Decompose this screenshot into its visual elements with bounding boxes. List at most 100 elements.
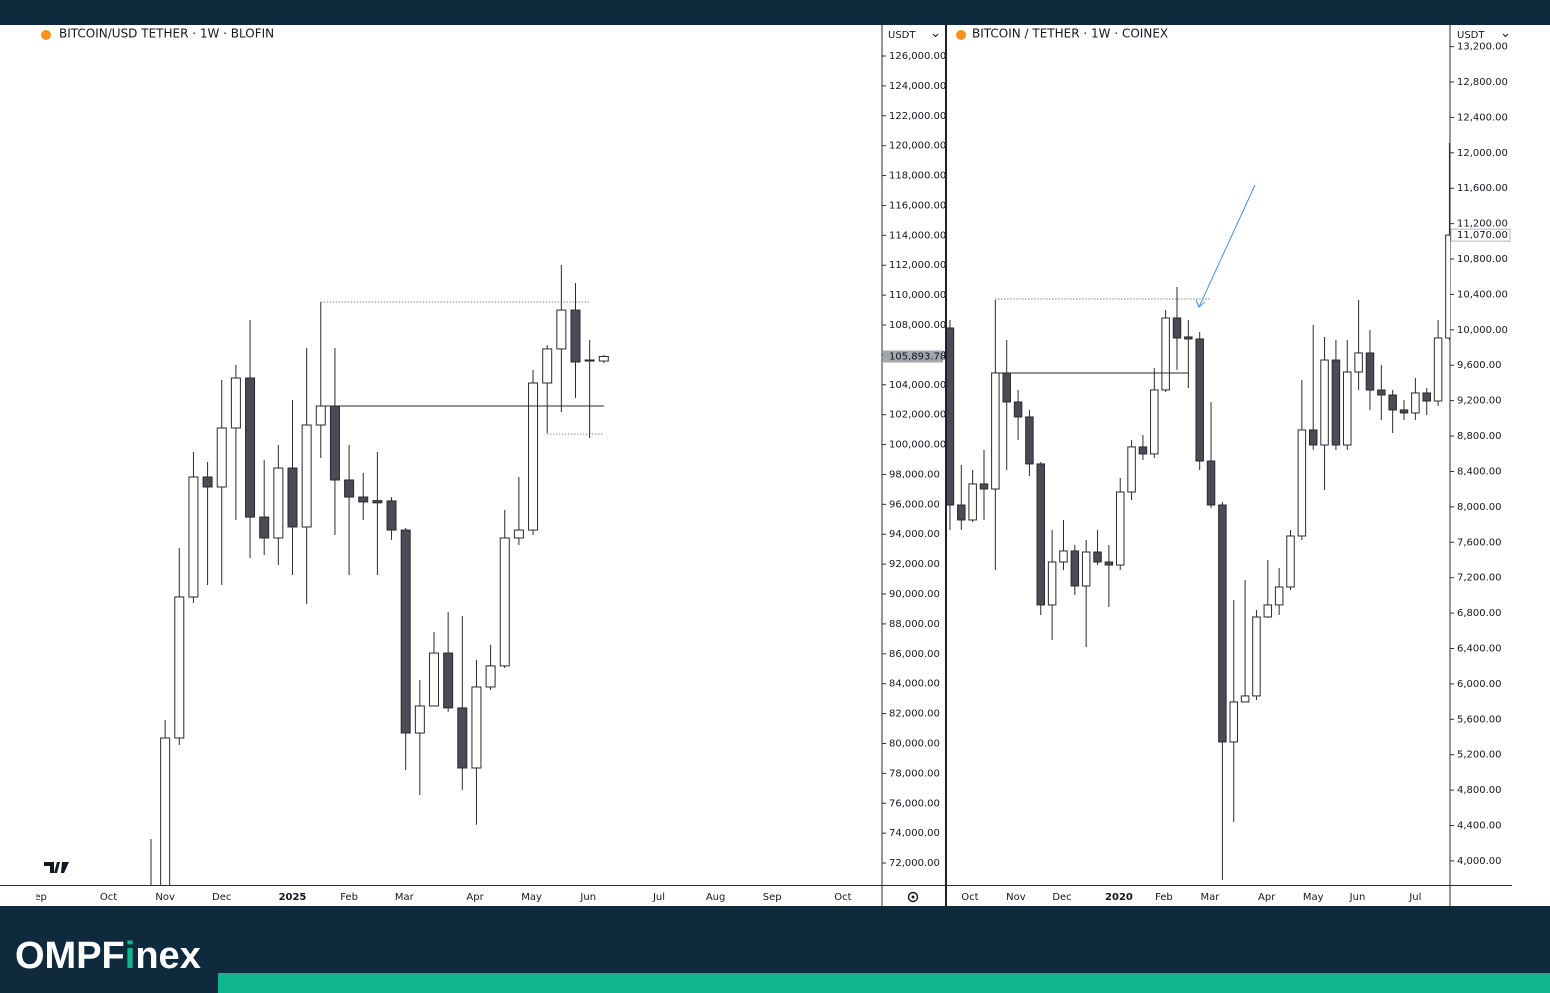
x-tick-label: Aug — [706, 892, 726, 903]
candle-body — [1002, 372, 1011, 403]
last-price-label: 11,070.00 — [1457, 230, 1508, 241]
y-tick-label: 4,400.00 — [1457, 821, 1502, 832]
candle-body — [457, 707, 468, 769]
arrow-head — [1195, 299, 1206, 308]
candle-body — [1286, 535, 1295, 588]
candle-body — [344, 479, 355, 498]
y-tick-label: 88,000.00 — [889, 619, 940, 630]
candle-body — [1445, 234, 1450, 339]
candle-body — [1377, 389, 1386, 396]
y-tick-label: 13,200.00 — [1457, 42, 1508, 53]
currency-label[interactable]: USDT — [1457, 30, 1485, 41]
y-tick-label: 11,600.00 — [1457, 183, 1508, 194]
x-tick-label: Apr — [1258, 892, 1276, 903]
candle-body — [1127, 446, 1136, 493]
candle-body — [991, 372, 1000, 490]
candle-body — [358, 496, 369, 503]
chart-title: BITCOIN / TETHER · 1W · COINEX — [972, 27, 1168, 41]
candle-body — [202, 476, 213, 488]
currency-label[interactable]: USDT — [888, 30, 916, 41]
settings-icon[interactable] — [907, 891, 919, 903]
y-tick-label: 5,600.00 — [1457, 714, 1502, 725]
x-tick-label: May — [521, 892, 542, 903]
x-tick-label: Sep — [763, 892, 782, 903]
candle-body — [174, 596, 185, 739]
candle-body — [1411, 392, 1420, 414]
candle-body — [957, 504, 966, 521]
candle-body — [287, 467, 298, 528]
candle-body — [1036, 463, 1046, 606]
y-tick-label: 96,000.00 — [889, 499, 940, 510]
settings-icon-center[interactable] — [911, 895, 915, 899]
y-tick-label: 72,000.00 — [889, 858, 940, 869]
candle-body — [414, 705, 425, 734]
candle-body — [584, 359, 595, 362]
candle-body — [1138, 446, 1148, 455]
x-tick-label: Apr — [466, 892, 484, 903]
candle-body — [947, 327, 955, 506]
y-tick-label: 86,000.00 — [889, 649, 940, 660]
candle-body — [428, 652, 439, 707]
panel-divider — [945, 25, 947, 906]
tv-logo[interactable] — [44, 862, 69, 873]
y-tick-label: 11,200.00 — [1457, 219, 1508, 230]
y-tick-label: 120,000.00 — [889, 141, 946, 152]
candle-body — [1184, 336, 1193, 340]
y-tick-label: 112,000.00 — [889, 260, 946, 271]
x-tick-label: ep — [34, 892, 47, 903]
dropdown-icon[interactable] — [932, 33, 939, 38]
margin — [1512, 25, 1550, 906]
x-tick-label: Nov — [1006, 892, 1026, 903]
y-tick-label: 4,000.00 — [1457, 856, 1502, 867]
y-tick-label: 124,000.00 — [889, 81, 946, 92]
x-tick-label: Feb — [340, 892, 358, 903]
candle-body — [1399, 409, 1409, 414]
chart-area — [0, 25, 1550, 906]
candle-body — [1115, 491, 1125, 566]
candle-body — [1422, 392, 1431, 402]
candle-body — [968, 483, 977, 521]
candle-body — [1070, 550, 1080, 587]
candle-body — [1320, 359, 1329, 446]
candle-body — [1388, 394, 1397, 411]
brand-prefix: OMPF — [15, 935, 125, 977]
y-tick-label: 100,000.00 — [889, 440, 946, 451]
candle-body — [230, 377, 241, 429]
candle-body — [598, 355, 609, 362]
x-tick-label: Jul — [652, 892, 665, 903]
y-tick-label: 104,000.00 — [889, 380, 946, 391]
x-tick-label: Feb — [1155, 892, 1173, 903]
last-price-tag — [883, 350, 943, 363]
candle-body — [443, 652, 454, 709]
candle-body — [1274, 586, 1284, 606]
x-tick-label: Dec — [212, 892, 231, 903]
candle-body — [160, 737, 171, 885]
last-price-label: 105,893.78 — [889, 351, 946, 362]
dropdown-icon[interactable] — [1502, 33, 1509, 38]
x-tick-label: Dec — [1052, 892, 1071, 903]
x-tick-label: Jun — [579, 892, 596, 903]
y-tick-label: 9,600.00 — [1457, 360, 1502, 371]
chart-title: BITCOIN/USD TETHER · 1W · BLOFIN — [59, 27, 274, 41]
y-tick-label: 9,200.00 — [1457, 396, 1502, 407]
y-tick-label: 110,000.00 — [889, 290, 946, 301]
candle-body — [1059, 550, 1068, 563]
candle-body — [1081, 551, 1091, 587]
candle-body — [1433, 337, 1443, 402]
y-tick-label: 7,600.00 — [1457, 537, 1502, 548]
x-tick-label: 2025 — [279, 892, 307, 903]
y-tick-label: 84,000.00 — [889, 679, 940, 690]
y-tick-label: 80,000.00 — [889, 738, 940, 749]
y-tick-label: 108,000.00 — [889, 320, 946, 331]
candle-body — [216, 427, 227, 488]
y-tick-label: 6,800.00 — [1457, 608, 1502, 619]
time-axis: ep Oct Nov Dec 2025 Feb Mar Apr May Jun Jul Aug Sep O… — [34, 892, 852, 903]
candle-body — [301, 424, 312, 528]
candle-body — [499, 537, 510, 667]
candle-body — [1218, 504, 1227, 743]
y-tick-label: 6,400.00 — [1457, 643, 1502, 654]
y-tick-label: 10,800.00 — [1457, 254, 1508, 265]
candle-body — [400, 529, 411, 734]
candle-body — [1161, 317, 1170, 391]
y-tick-label: 74,000.00 — [889, 828, 940, 839]
